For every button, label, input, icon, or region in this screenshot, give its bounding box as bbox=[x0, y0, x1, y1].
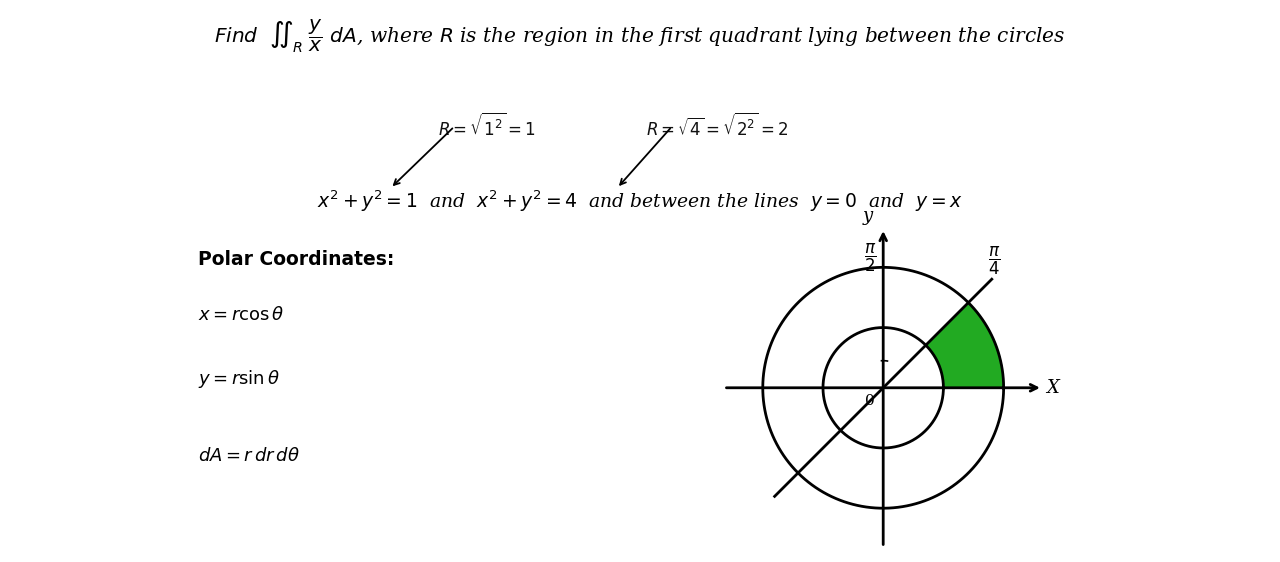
Text: $x^2 + y^2 = 1\ $ and $\ x^2 + y^2 = 4\ $ and between the lines $\ y = 0\ $ and : $x^2 + y^2 = 1\ $ and $\ x^2 + y^2 = 4\ … bbox=[317, 188, 963, 214]
Text: $Find\ \ \int\!\!\int_R\ \dfrac{y}{x}\ dA$, where $R$ is the region in the first: $Find\ \ \int\!\!\int_R\ \dfrac{y}{x}\ d… bbox=[214, 17, 1066, 55]
Text: Polar Coordinates:: Polar Coordinates: bbox=[198, 250, 394, 269]
Text: 0: 0 bbox=[865, 394, 874, 408]
Polygon shape bbox=[925, 302, 1004, 388]
Text: $y = r\sin\theta$: $y = r\sin\theta$ bbox=[198, 368, 280, 390]
Text: $\dfrac{\pi}{2}$: $\dfrac{\pi}{2}$ bbox=[864, 242, 877, 274]
Text: $R = \sqrt{4} = \sqrt{2^2} = 2$: $R = \sqrt{4} = \sqrt{2^2} = 2$ bbox=[645, 112, 788, 140]
Text: y: y bbox=[863, 207, 873, 225]
Text: X: X bbox=[1046, 379, 1059, 397]
Text: $x = r\cos\theta$: $x = r\cos\theta$ bbox=[198, 306, 285, 324]
Text: $dA = r\,dr\,d\theta$: $dA = r\,dr\,d\theta$ bbox=[198, 447, 301, 465]
Text: $R = \sqrt{1^2} = 1$: $R = \sqrt{1^2} = 1$ bbox=[438, 112, 535, 140]
Text: $\dfrac{\pi}{4}$: $\dfrac{\pi}{4}$ bbox=[988, 245, 1001, 278]
